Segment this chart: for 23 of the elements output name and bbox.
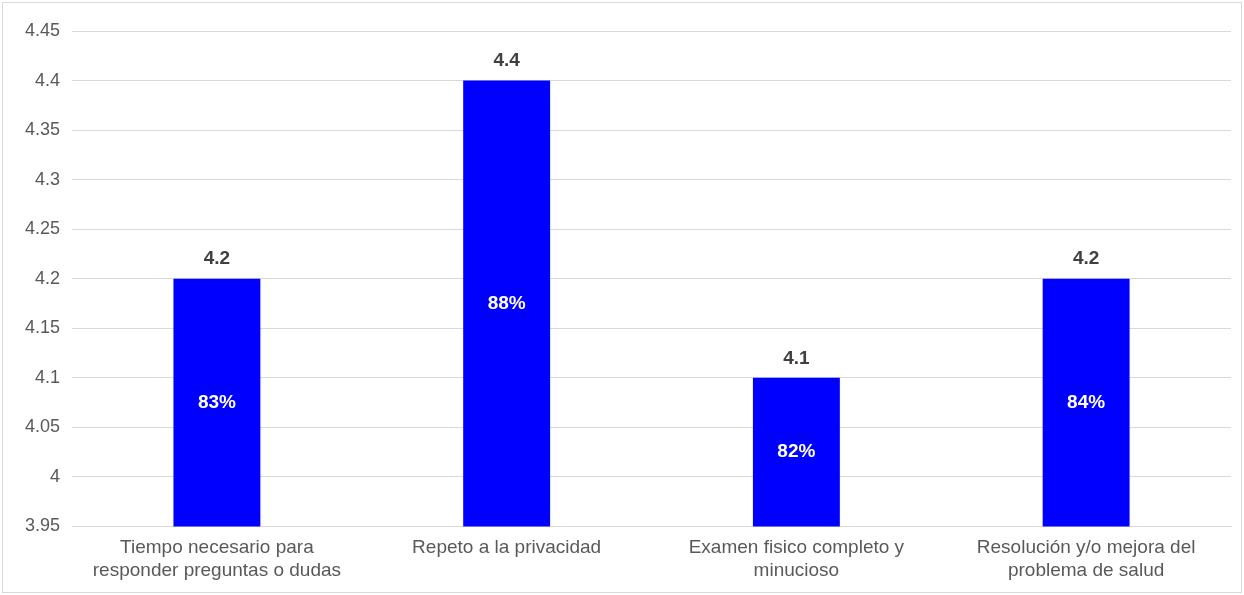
y-tick-label: 4.25 [24, 218, 61, 239]
y-tick-label: 4.2 [35, 267, 61, 288]
y-tick-label: 4.15 [24, 317, 61, 338]
y-tick-label: 4 [50, 465, 61, 486]
data-label: 4.2 [1072, 247, 1100, 269]
x-tick-label: Tiempo necesario para responder preguntas o dudas [92, 536, 342, 580]
annotation: 82% [777, 440, 816, 462]
y-tick-label: 4.1 [35, 366, 61, 387]
y-tick-label: 3.95 [24, 515, 61, 536]
data-label: 4.2 [203, 247, 231, 269]
x-tick-label: Repeto a la privacidad [412, 536, 602, 558]
x-tick-label: Resolución y/o mejora del problema de salud [976, 536, 1196, 580]
annotation: 88% [487, 291, 526, 313]
data-label: 4.4 [493, 49, 521, 71]
y-tick-label: 4.3 [35, 168, 61, 189]
y-tick-label: 4.45 [24, 19, 61, 40]
data-label: 4.1 [783, 346, 811, 368]
y-tick-label: 4.4 [35, 69, 61, 90]
y-tick-label: 4.35 [24, 119, 61, 140]
annotation: 83% [197, 390, 237, 412]
x-tick-label: Examen fisico completo y minucioso [688, 536, 905, 580]
annotation: 84% [1067, 390, 1106, 412]
y-tick-label: 4.05 [24, 416, 61, 437]
